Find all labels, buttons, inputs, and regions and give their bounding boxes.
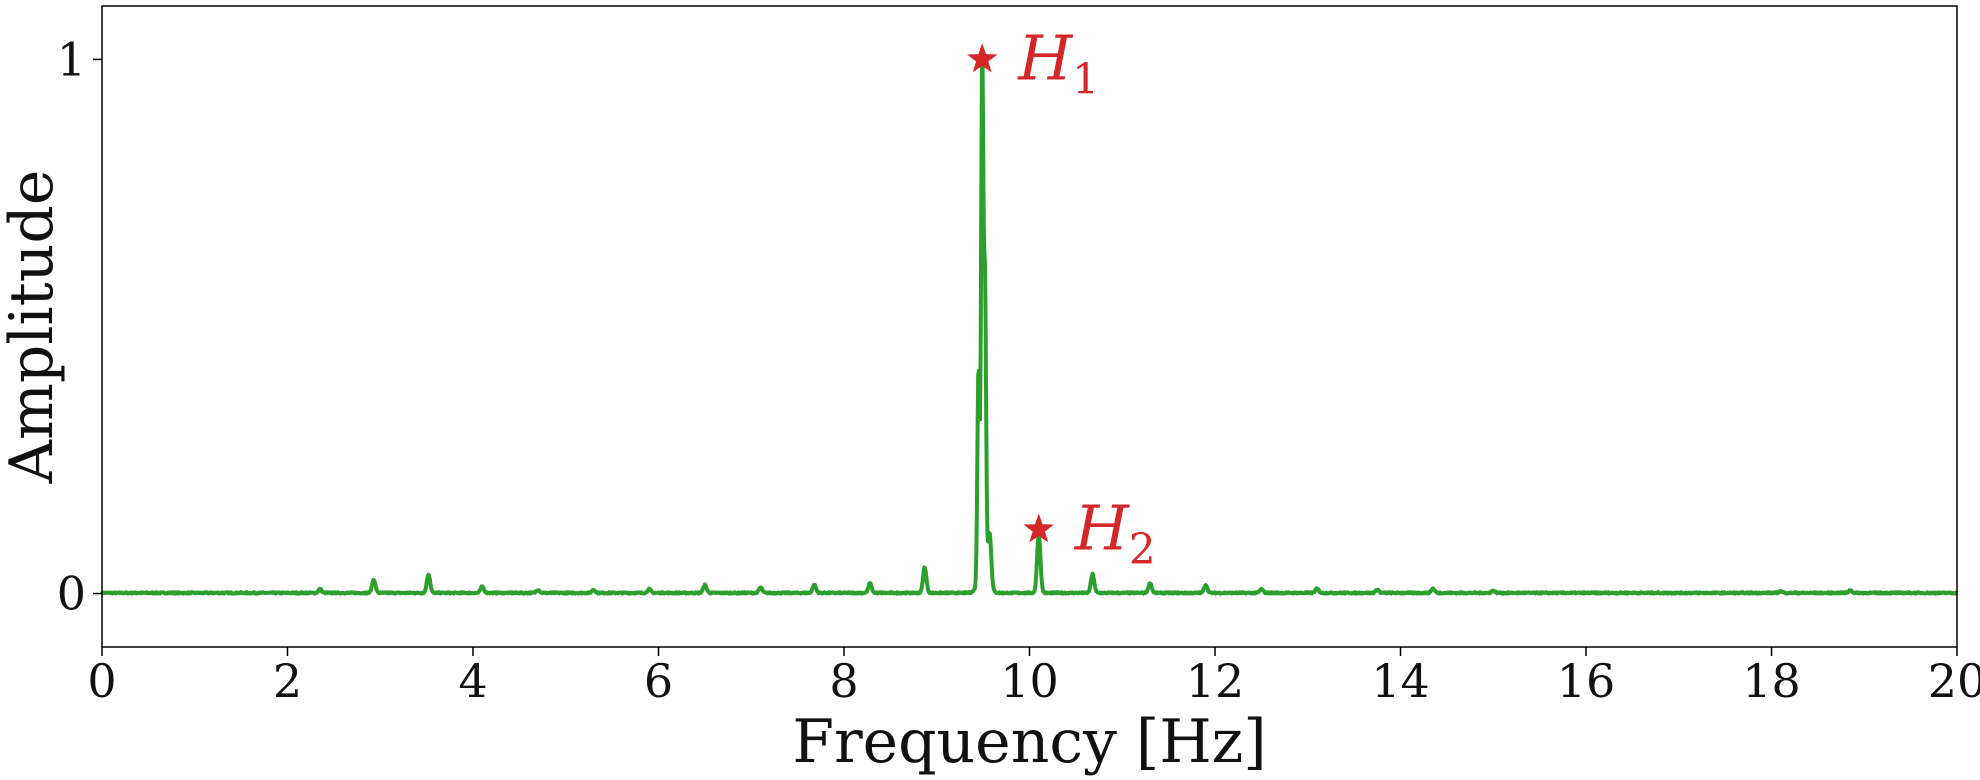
x-axis-label: Frequency [Hz] xyxy=(792,707,1266,777)
y-tick-label: 0 xyxy=(57,567,86,621)
y-tick-label: 1 xyxy=(57,32,86,86)
peak-label-subscript: 2 xyxy=(1129,524,1156,573)
x-tick-label: 12 xyxy=(1186,654,1245,708)
x-tick-label: 2 xyxy=(273,654,302,708)
peak-star-marker xyxy=(966,43,998,73)
plot-area xyxy=(100,53,1959,596)
x-tick-label: 8 xyxy=(829,654,858,708)
peak-label: H1 xyxy=(1017,21,1099,103)
y-axis-label: Amplitude xyxy=(0,170,67,485)
peak-label-subscript: 1 xyxy=(1072,54,1099,103)
x-tick-label: 6 xyxy=(644,654,673,708)
x-tick-label: 14 xyxy=(1371,654,1430,708)
peak-label: H2 xyxy=(1074,491,1156,573)
annotations: H1 H2 xyxy=(966,21,1156,573)
spectrum-line xyxy=(100,53,1959,596)
axes-frame xyxy=(101,5,1958,648)
x-tick-label: 18 xyxy=(1742,654,1801,708)
x-tick-label: 10 xyxy=(1000,654,1059,708)
peak-star-marker xyxy=(1023,513,1054,543)
x-tick-label: 20 xyxy=(1928,654,1980,708)
x-tick-label: 0 xyxy=(87,654,116,708)
x-tick-label: 16 xyxy=(1557,654,1616,708)
x-tick-label: 4 xyxy=(458,654,487,708)
